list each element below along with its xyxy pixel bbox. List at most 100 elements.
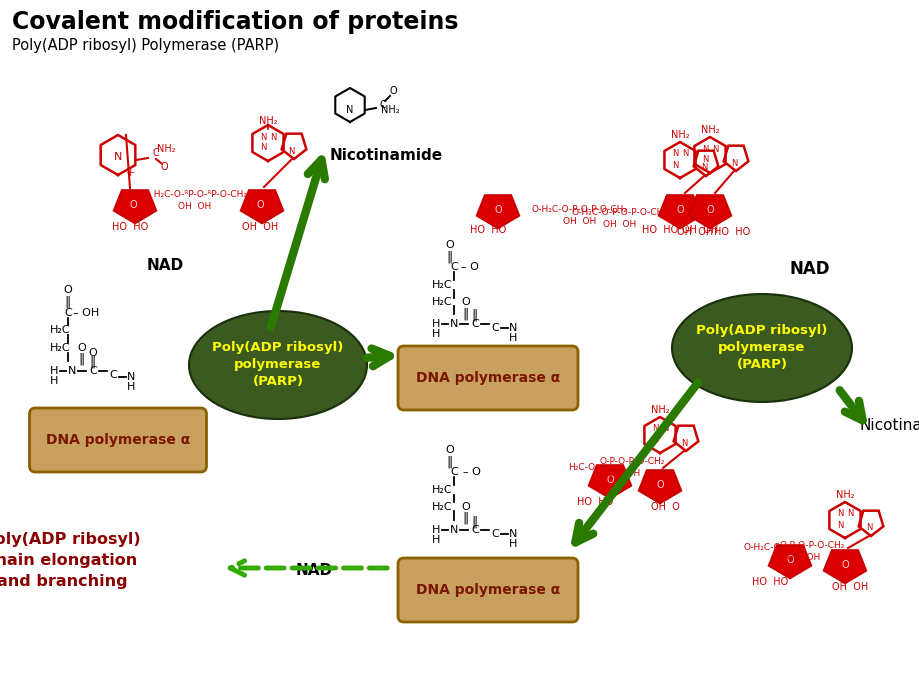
Text: O: O <box>494 205 501 215</box>
Text: NH₂: NH₂ <box>258 116 277 126</box>
Text: OH  OH: OH OH <box>242 222 278 232</box>
Text: O: O <box>389 86 396 96</box>
Text: Poly(ADP ribosyl) Polymerase (PARP): Poly(ADP ribosyl) Polymerase (PARP) <box>12 38 278 53</box>
FancyBboxPatch shape <box>29 408 206 472</box>
Text: O: O <box>655 480 664 490</box>
Text: ‖: ‖ <box>471 308 478 322</box>
Text: H: H <box>431 525 439 535</box>
Text: N: N <box>836 509 843 518</box>
Text: H: H <box>127 382 135 392</box>
Polygon shape <box>241 190 283 223</box>
Text: HO  HO: HO HO <box>751 577 788 587</box>
Text: H: H <box>431 329 439 339</box>
Text: HO  HO: HO HO <box>641 225 677 235</box>
Text: NH₂: NH₂ <box>650 405 669 415</box>
Text: N: N <box>730 159 736 168</box>
Text: C: C <box>449 262 458 272</box>
Text: O: O <box>840 560 848 570</box>
Text: Poly(ADP ribosyl)
polymerase
(PARP): Poly(ADP ribosyl) polymerase (PARP) <box>696 324 827 371</box>
Ellipse shape <box>671 294 851 402</box>
Text: C: C <box>491 529 498 539</box>
Text: Poly(ADP ribosyl)
chain elongation
and branching: Poly(ADP ribosyl) chain elongation and b… <box>0 532 141 589</box>
Text: N: N <box>680 439 686 448</box>
Text: C: C <box>153 148 159 158</box>
Text: O: O <box>129 200 137 210</box>
Text: – O: – O <box>460 262 479 272</box>
Text: ‖: ‖ <box>471 515 478 529</box>
Text: N: N <box>651 424 657 433</box>
Text: O: O <box>160 162 167 172</box>
Text: OH  OH: OH OH <box>681 225 718 235</box>
Text: ‖: ‖ <box>90 355 96 368</box>
Text: O-P-O-P-O-CH₂: O-P-O-P-O-CH₂ <box>598 457 664 466</box>
FancyBboxPatch shape <box>398 346 577 410</box>
Text: OH  OH: OH OH <box>562 217 596 226</box>
Text: C: C <box>471 525 479 535</box>
Text: N: N <box>259 132 266 141</box>
Text: N: N <box>701 155 708 164</box>
Text: H: H <box>508 333 516 343</box>
Text: O: O <box>706 205 713 215</box>
Polygon shape <box>639 471 680 503</box>
Text: N: N <box>701 144 708 153</box>
Text: NH₂: NH₂ <box>700 125 719 135</box>
Text: H: H <box>508 539 516 549</box>
Text: DNA polymerase α: DNA polymerase α <box>415 583 560 597</box>
Text: H: H <box>50 376 58 386</box>
Text: O: O <box>255 200 264 210</box>
Text: N: N <box>671 161 677 170</box>
Text: O  H₂C-O-ᴿP-O-ᴿP-O-CH₂  O: O H₂C-O-ᴿP-O-ᴿP-O-CH₂ O <box>141 190 259 199</box>
Text: N: N <box>836 520 843 529</box>
Text: C: C <box>491 323 498 333</box>
Text: N: N <box>865 524 871 533</box>
Text: N: N <box>508 529 516 539</box>
Text: C: C <box>109 370 117 380</box>
Polygon shape <box>823 551 865 583</box>
Text: OH  OH: OH OH <box>787 553 820 562</box>
Text: OH  OH: OH OH <box>607 469 640 478</box>
Text: NAD: NAD <box>789 260 830 278</box>
Text: Covalent modification of proteins: Covalent modification of proteins <box>12 10 458 34</box>
Text: OH  OH: OH OH <box>831 582 868 592</box>
Text: N: N <box>651 435 657 444</box>
Text: O: O <box>461 297 470 307</box>
Text: H: H <box>431 535 439 545</box>
Text: C: C <box>64 308 72 318</box>
Text: N: N <box>114 152 122 162</box>
Text: Nicotinamide: Nicotinamide <box>859 418 919 433</box>
Text: Nicotinamide: Nicotinamide <box>330 148 443 163</box>
Text: H₂C: H₂C <box>431 485 452 495</box>
Polygon shape <box>114 190 155 223</box>
Text: C: C <box>89 366 96 376</box>
Ellipse shape <box>188 311 367 419</box>
Text: H₂C: H₂C <box>50 325 70 335</box>
Text: N: N <box>661 424 667 433</box>
Text: N: N <box>700 164 707 172</box>
Text: N: N <box>449 319 458 329</box>
Text: ‖: ‖ <box>447 455 453 469</box>
Text: DNA polymerase α: DNA polymerase α <box>415 371 560 385</box>
Text: DNA polymerase α: DNA polymerase α <box>46 433 190 447</box>
Text: N: N <box>269 132 276 141</box>
Text: O: O <box>445 240 454 250</box>
Text: O: O <box>675 205 683 215</box>
Text: +: + <box>125 168 134 178</box>
Text: O-P-O-P-O-CH₂: O-P-O-P-O-CH₂ <box>778 540 844 549</box>
Text: N: N <box>671 150 677 159</box>
Text: NH₂: NH₂ <box>156 144 176 154</box>
Text: OH  OH: OH OH <box>676 227 712 237</box>
Text: NAD: NAD <box>296 563 333 578</box>
Text: – O: – O <box>462 467 481 477</box>
Text: NH₂: NH₂ <box>834 490 854 500</box>
Text: HO  HO: HO HO <box>713 227 749 237</box>
Text: C: C <box>471 319 479 329</box>
Text: ‖: ‖ <box>65 295 71 308</box>
Text: OH  O: OH O <box>650 502 679 512</box>
Text: N: N <box>681 150 687 159</box>
Text: H: H <box>431 319 439 329</box>
Text: N: N <box>346 105 353 115</box>
Text: N: N <box>68 366 76 376</box>
Text: O-H₂C-O-P-O-P-O-CH₂: O-H₂C-O-P-O-P-O-CH₂ <box>531 206 628 215</box>
Text: N: N <box>711 144 718 153</box>
Text: O: O <box>445 445 454 455</box>
